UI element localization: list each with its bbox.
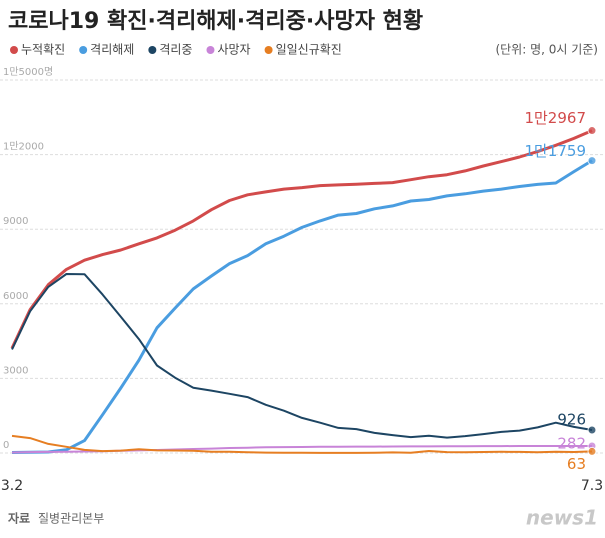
x-tick-label: 3.2 [1,478,23,494]
value-label: 1만2967 [524,109,586,127]
source: 질병관리본부 [38,512,104,526]
series-line [11,434,593,454]
value-label: 926 [557,410,586,428]
legend-label: 일일신규확진 [276,43,342,57]
legend-marker [79,46,88,54]
legend-label: 격리해제 [90,43,134,57]
legend-label: 사망자 [217,43,250,57]
y-tick-label: 1만5000명 [3,66,53,78]
value-label: 1만1759 [524,142,586,160]
legend-marker [148,46,157,54]
legend-marker [10,46,18,54]
series-line [11,159,593,454]
y-tick-label: 6000 [3,291,28,302]
source-label: 자료 [8,511,30,526]
legend-label: 격리중 [159,43,192,57]
legend-marker [206,46,215,54]
value-label: 63 [567,455,586,473]
end-point [587,126,597,136]
y-tick-label: 0 [3,440,9,451]
value-label: 282 [557,434,586,452]
series-line [11,273,593,439]
unit-note: (단위: 명, 0시 기준) [495,43,598,57]
y-tick-label: 3000 [3,365,28,376]
end-point [587,446,597,456]
legend-marker [264,46,273,54]
end-point [587,425,597,435]
y-tick-label: 1만2000 [3,141,44,153]
legend-label: 누적확진 [21,43,65,57]
end-point [587,156,597,166]
chart-title: 코로나19 확진·격리해제·격리중·사망자 현황 [8,9,423,34]
series-line [10,129,593,349]
logo: news1 [526,506,598,530]
x-tick-label: 7.3 [581,478,603,494]
y-tick-label: 9000 [3,216,28,227]
